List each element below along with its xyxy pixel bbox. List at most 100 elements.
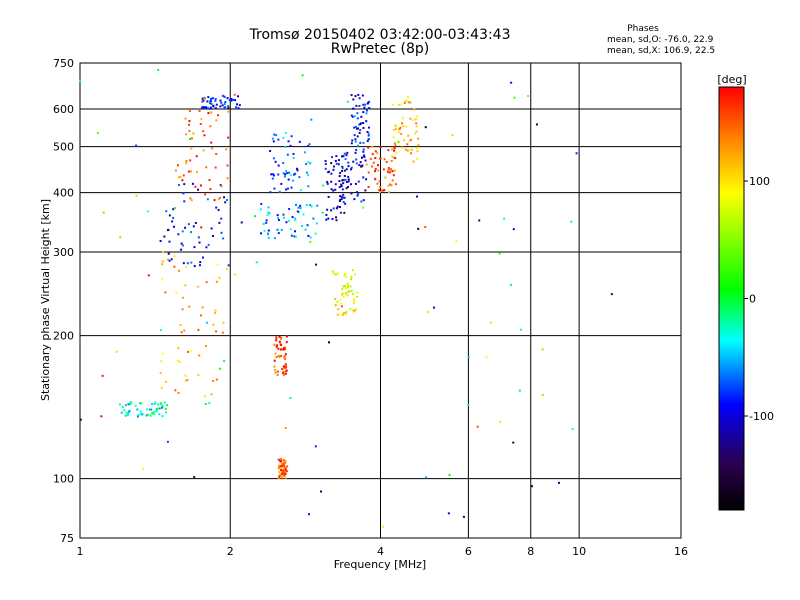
data-point — [414, 118, 417, 121]
data-point — [387, 149, 390, 152]
data-point — [279, 338, 282, 341]
data-point — [432, 306, 435, 309]
data-point — [272, 157, 275, 160]
data-point — [210, 227, 213, 230]
x-tick-label: 1 — [77, 545, 84, 558]
data-point — [364, 189, 367, 192]
data-point — [285, 470, 288, 473]
data-point — [124, 404, 127, 407]
data-point — [541, 348, 544, 351]
data-point — [343, 169, 346, 172]
data-point — [570, 220, 573, 223]
data-point — [220, 185, 223, 188]
data-point — [180, 248, 183, 251]
data-point — [197, 328, 200, 331]
data-point — [205, 281, 208, 284]
data-point — [207, 96, 210, 99]
data-point — [205, 166, 208, 169]
data-point — [337, 308, 340, 311]
data-point — [379, 146, 382, 149]
data-point — [157, 403, 160, 406]
data-point — [282, 213, 285, 216]
data-point — [176, 164, 179, 167]
data-point — [367, 101, 370, 104]
data-point — [401, 146, 404, 149]
data-point — [350, 166, 353, 169]
colorbar-label: [deg] — [717, 73, 746, 86]
data-point — [512, 441, 515, 444]
data-point — [185, 160, 188, 163]
data-point — [222, 321, 225, 324]
data-point — [182, 296, 185, 299]
data-point — [377, 169, 380, 172]
data-point — [404, 99, 407, 102]
data-point — [335, 216, 338, 219]
data-point — [190, 199, 193, 202]
data-point — [276, 373, 279, 376]
data-point — [390, 184, 393, 187]
data-point — [128, 403, 131, 406]
data-point — [332, 207, 335, 210]
data-point — [362, 111, 365, 114]
data-point — [211, 97, 214, 100]
data-point — [210, 102, 213, 105]
data-point — [260, 202, 263, 205]
data-point — [315, 222, 318, 225]
data-point — [161, 415, 164, 418]
data-point — [285, 341, 288, 344]
data-point — [232, 99, 235, 102]
data-point — [209, 125, 212, 128]
data-point — [276, 214, 279, 217]
data-point — [160, 360, 163, 363]
data-point — [200, 118, 203, 121]
data-point — [102, 211, 105, 214]
data-point — [255, 261, 258, 264]
data-point — [278, 476, 281, 479]
data-point — [159, 329, 162, 332]
data-point — [405, 125, 408, 128]
data-point — [227, 105, 230, 108]
data-point — [215, 330, 218, 333]
data-point — [374, 157, 377, 160]
data-point — [190, 349, 193, 352]
data-point — [284, 131, 287, 134]
data-point — [273, 359, 276, 362]
data-point — [309, 236, 312, 239]
data-point — [190, 231, 193, 234]
data-point — [314, 445, 317, 448]
data-point — [146, 210, 149, 213]
data-point — [200, 314, 203, 317]
data-point — [342, 196, 345, 199]
data-point — [199, 261, 202, 264]
data-point — [207, 112, 210, 115]
data-point — [298, 176, 301, 179]
data-point — [387, 169, 390, 172]
data-point — [199, 184, 202, 187]
data-point — [386, 171, 389, 174]
data-point — [394, 124, 397, 127]
data-point — [287, 140, 290, 143]
data-point — [332, 189, 335, 192]
data-point — [341, 169, 344, 172]
data-point — [338, 175, 341, 178]
data-point — [224, 101, 227, 104]
data-point — [126, 414, 129, 417]
data-point — [356, 144, 359, 147]
data-point — [276, 216, 279, 219]
data-point — [336, 313, 339, 316]
data-point — [212, 234, 215, 237]
data-point — [168, 240, 171, 243]
data-point — [395, 183, 398, 186]
data-point — [324, 160, 327, 163]
data-point — [168, 259, 171, 262]
data-point — [455, 240, 458, 243]
data-point — [499, 420, 502, 423]
data-point — [284, 467, 287, 470]
data-point — [290, 174, 293, 177]
data-point — [204, 193, 207, 196]
data-point — [304, 228, 307, 231]
data-point — [286, 172, 289, 175]
data-point — [462, 515, 465, 518]
data-point — [345, 154, 348, 157]
data-point — [235, 106, 238, 109]
